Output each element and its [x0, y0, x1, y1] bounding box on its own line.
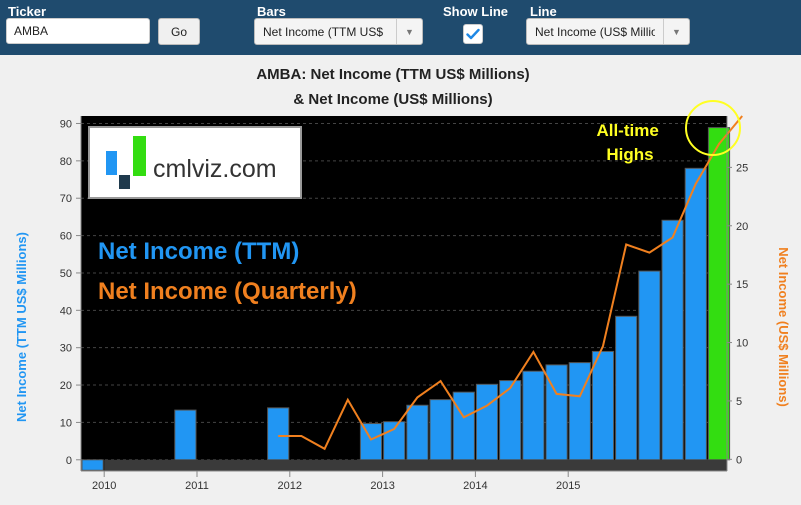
bar [360, 424, 381, 460]
bar [662, 220, 683, 460]
bar [685, 168, 706, 459]
bars-select[interactable]: Net Income (TTM US$ ▼ [254, 18, 423, 45]
chevron-down-icon: ▼ [396, 19, 422, 44]
y-axis-left: 0 10 20 30 40 50 60 70 80 90 [60, 116, 81, 471]
logo-green-block [133, 136, 146, 176]
bar [569, 363, 590, 460]
y-tick-label: 0 [66, 455, 72, 467]
y2-tick-label: 20 [736, 221, 748, 233]
chart-area: AMBA: Net Income (TTM US$ Millions) & Ne… [0, 55, 801, 500]
x-tick-label: 2010 [92, 480, 116, 492]
y2-tick-label: 15 [736, 279, 748, 291]
showline-label: Show Line [443, 4, 508, 19]
go-button[interactable]: Go [158, 18, 200, 45]
bar [616, 316, 637, 459]
y-tick-label: 30 [60, 343, 72, 355]
chart-subtitle: & Net Income (US$ Millions) [293, 91, 492, 108]
x-tick-label: 2014 [463, 480, 487, 492]
line-select[interactable]: Net Income (US$ Millions) ▼ [526, 18, 690, 45]
brand-text: cmlviz.com [153, 155, 277, 183]
legend-line: Net Income (Quarterly) [98, 278, 357, 305]
y2-tick-label: 5 [736, 396, 742, 408]
bar-highlight [708, 128, 729, 460]
logo-blue-block [106, 151, 117, 175]
line-label: Line [530, 4, 557, 19]
y-tick-label: 20 [60, 380, 72, 392]
y-tick-label: 90 [60, 118, 72, 130]
x-tick-label: 2011 [185, 480, 209, 492]
ticker-label: Ticker [8, 4, 46, 19]
y-tick-label: 40 [60, 305, 72, 317]
x-axis: 2010 2011 2012 2013 2014 2015 [81, 471, 727, 492]
ticker-input[interactable]: AMBA [6, 18, 150, 44]
y2-tick-label: 0 [736, 454, 742, 466]
y2-tick-label: 10 [736, 338, 748, 350]
x-tick-label: 2015 [556, 480, 580, 492]
bar [175, 410, 196, 460]
y2-tick-label: 25 [736, 162, 748, 174]
y2-axis-title: Net Income (US$ Millions) [776, 247, 791, 407]
logo-dark-block [119, 175, 130, 189]
chart-svg: AMBA: Net Income (TTM US$ Millions) & Ne… [0, 55, 801, 500]
bars-label: Bars [257, 4, 286, 19]
y-tick-label: 80 [60, 156, 72, 168]
y-tick-label: 60 [60, 231, 72, 243]
zero-baseline-band [104, 460, 727, 471]
check-icon [466, 28, 480, 40]
bar [407, 405, 428, 460]
x-tick-label: 2013 [370, 480, 394, 492]
y-tick-label: 10 [60, 417, 72, 429]
bars-select-value: Net Income (TTM US$ [263, 25, 383, 39]
bar [639, 271, 660, 460]
toolbar: Ticker AMBA Go Bars Net Income (TTM US$ … [0, 0, 801, 55]
chart-title: AMBA: Net Income (TTM US$ Millions) [256, 66, 529, 83]
bar [453, 392, 474, 460]
chevron-down-icon: ▼ [663, 19, 689, 44]
x-tick-label: 2012 [278, 480, 302, 492]
legend-bars: Net Income (TTM) [98, 238, 299, 265]
y-tick-label: 70 [60, 193, 72, 205]
bar [523, 371, 544, 460]
bar [430, 400, 451, 460]
bar [268, 408, 289, 460]
y-axis-right: 0 5 10 15 20 25 [727, 116, 748, 471]
bar [82, 460, 103, 470]
bar [476, 384, 497, 459]
y-tick-label: 50 [60, 268, 72, 280]
showline-checkbox[interactable] [463, 24, 483, 44]
y-axis-title: Net Income (TTM US$ Millions) [14, 232, 29, 422]
brand-logo: cmlviz.com [89, 127, 301, 198]
bar [592, 351, 613, 459]
line-select-value: Net Income (US$ Millions) [535, 25, 655, 39]
